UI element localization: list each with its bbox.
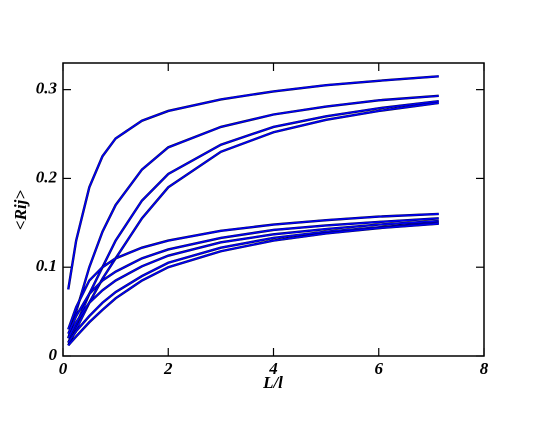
x-tick-label: 2 [163,359,173,378]
y-tick-label: 0.2 [36,167,58,186]
x-axis-label: L/l [262,373,283,392]
line [67,220,439,339]
line [67,217,439,335]
line [67,213,439,330]
line [67,222,439,346]
plot-frame [62,62,485,357]
line [67,75,439,290]
line-shadow [67,212,439,330]
x-tick-label: 6 [375,359,384,378]
line [67,94,439,339]
x-tick-label: 8 [480,359,489,378]
y-axis-label: <Rij> [11,190,30,230]
y-tick-label: 0.1 [36,256,57,275]
line [67,221,439,344]
y-tick-label: 0 [49,345,58,364]
x-tick-label: 0 [59,359,68,378]
line-shadow [67,219,439,339]
y-tick-label: 0.3 [36,79,58,98]
x-tick-label: 4 [268,359,278,378]
